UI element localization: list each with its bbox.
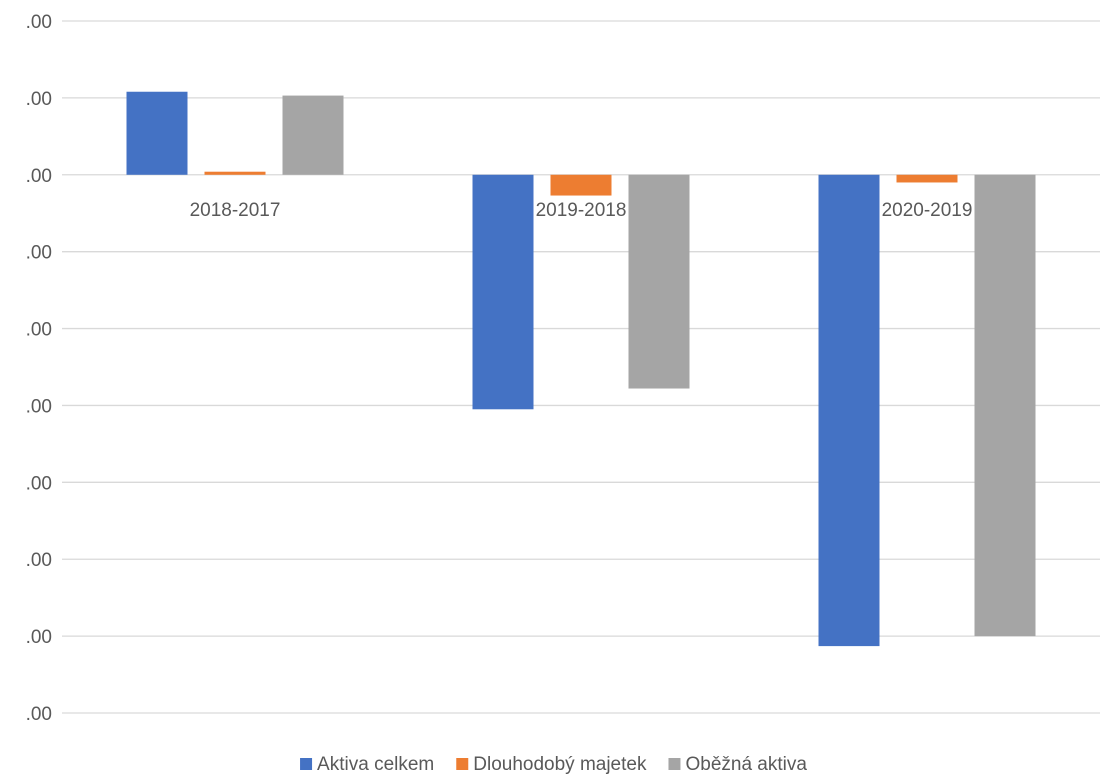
y-tick-label: .00: [26, 243, 52, 264]
category-label: 2020-2019: [882, 200, 973, 221]
y-tick-label: .00: [26, 550, 52, 571]
y-tick-label: .00: [26, 166, 52, 187]
y-axis-tick-labels: .00 .00 .00 .00 .00 .00 .00 .00 .00 .00: [26, 12, 52, 725]
gridlines: [62, 20, 1100, 714]
y-tick-label: .00: [26, 704, 52, 725]
category-label: 2019-2018: [536, 200, 627, 221]
bar: [126, 91, 188, 175]
category-labels: 2018-2017 2019-2018 2020-2019: [190, 200, 973, 221]
bar: [974, 174, 1036, 637]
y-tick-label: .00: [26, 473, 52, 494]
legend-label: Aktiva celkem: [317, 754, 434, 775]
bar: [472, 174, 534, 410]
y-tick-label: .00: [26, 89, 52, 110]
bar: [550, 174, 612, 196]
legend-label: Oběžná aktiva: [685, 754, 807, 775]
legend-swatch: [456, 758, 469, 770]
bar: [628, 174, 690, 389]
bars: [126, 91, 1036, 647]
y-tick-label: .00: [26, 396, 52, 417]
bar: [282, 95, 344, 175]
legend-swatch: [668, 758, 681, 770]
y-tick-label: .00: [26, 12, 52, 33]
y-tick-label: .00: [26, 627, 52, 648]
bar: [204, 171, 266, 175]
y-tick-label: .00: [26, 320, 52, 341]
category-label: 2018-2017: [190, 200, 281, 221]
legend: Aktiva celkem Dlouhodobý majetek Oběžná ak…: [300, 754, 807, 775]
bar: [818, 174, 880, 647]
legend-swatch: [300, 758, 313, 770]
legend-label: Dlouhodobý majetek: [473, 754, 647, 775]
bar: [896, 174, 958, 183]
